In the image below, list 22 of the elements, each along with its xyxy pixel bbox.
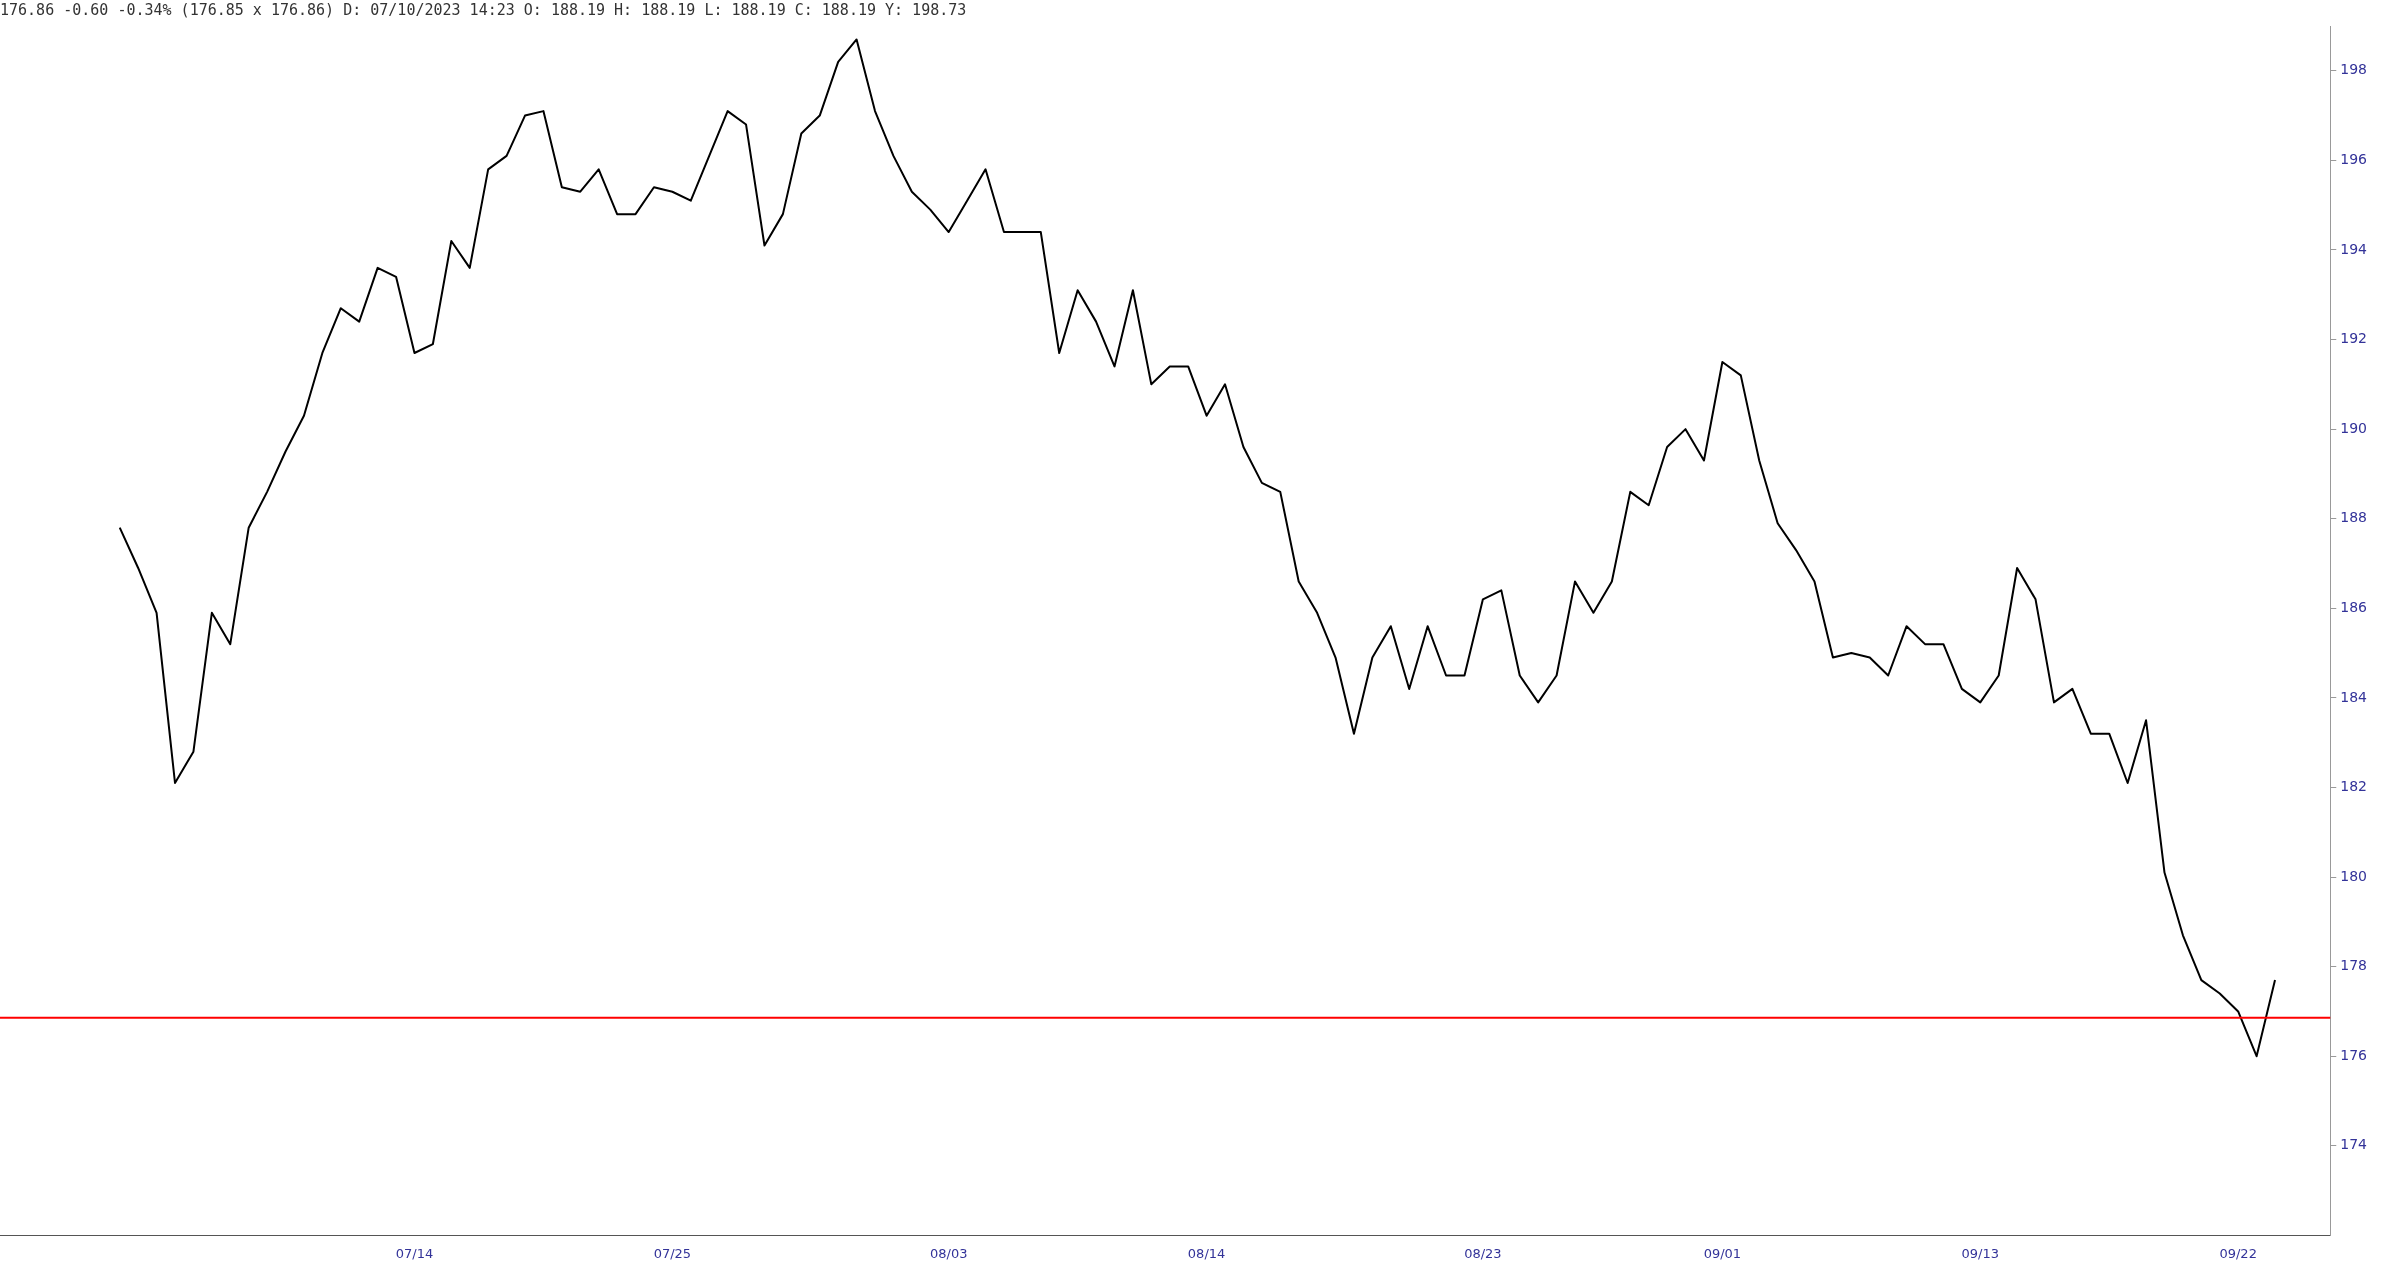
y-tick-label: 192 (2340, 330, 2368, 347)
x-tick-label: 08/03 (929, 1245, 968, 1261)
x-tick-label: 07/14 (395, 1245, 434, 1261)
x-tick-label: 09/01 (1703, 1245, 1742, 1261)
chart-title: 176.86 -0.60 -0.34% (176.85 x 176.86) D: 07/10/2023 14:23 O: 188.19 H: 188.19 L: 188.19 C: 188.19 Y: 198.73 (0, 0, 967, 19)
y-tick-label: 182 (2340, 778, 2368, 795)
y-tick-label: 186 (2340, 598, 2368, 615)
y-tick-label: 188 (2340, 509, 2368, 526)
x-tick-label: 09/22 (2219, 1245, 2257, 1261)
x-tick-label: 07/25 (653, 1245, 692, 1261)
y-tick-label: 198 (2340, 61, 2368, 78)
y-tick-label: 176 (2340, 1046, 2368, 1063)
y-tick-label: 180 (2340, 867, 2368, 884)
x-tick-label: 08/23 (1464, 1245, 1502, 1261)
y-tick-label: 178 (2340, 957, 2368, 974)
y-tick-label: 194 (2340, 240, 2368, 257)
y-tick-label: 190 (2340, 419, 2368, 436)
y-tick-label: 174 (2340, 1136, 2368, 1153)
x-tick-label: 08/14 (1187, 1245, 1226, 1261)
y-tick-label: 196 (2340, 151, 2368, 168)
y-tick-label: 184 (2340, 688, 2368, 705)
x-tick-label: 09/13 (1961, 1245, 2000, 1261)
